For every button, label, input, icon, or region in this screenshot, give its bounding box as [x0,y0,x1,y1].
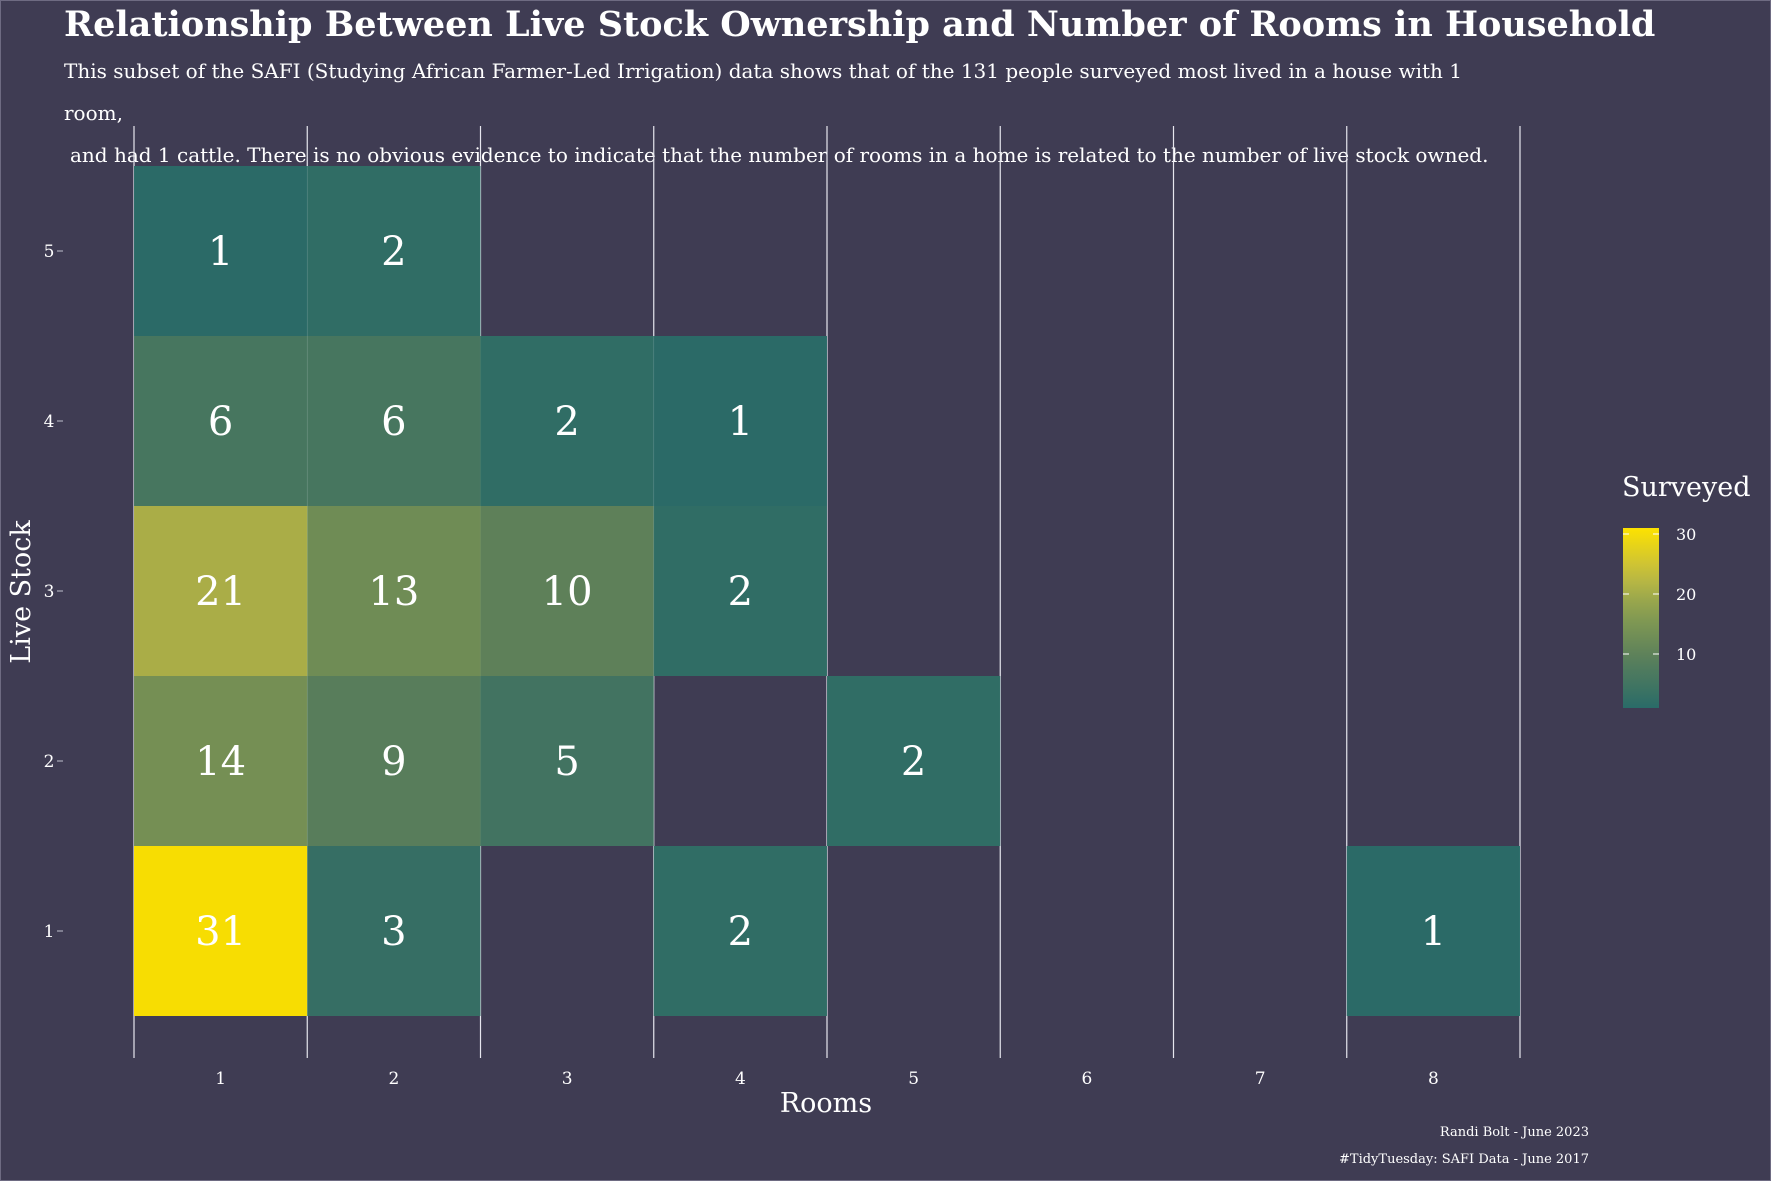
heatmap-cell-r2-l4 [307,336,481,506]
heatmap-cell-r3-l4 [480,336,654,506]
legend-color-bar [1623,528,1659,708]
cell-value-label: 10 [542,569,593,615]
chart-subtitle: This subset of the SAFI (Studying Africa… [64,50,1524,176]
x-tick-label: 1 [215,1069,226,1089]
y-tick-label: 1 [44,922,55,942]
caption-source: #TidyTuesday: SAFI Data - June 2017 [1339,1152,1589,1167]
cell-value-label: 9 [381,739,406,785]
heatmap-cell-r2-l1 [307,846,481,1016]
legend-tick-label: 30 [1676,525,1696,544]
cell-value-label: 5 [554,739,579,785]
heatmap-cell-r1-l4 [134,336,308,506]
cell-value-label: 2 [728,569,753,615]
heatmap-cell-r4-l3 [653,506,827,676]
heatmap-cell-r5-l2 [827,676,1001,846]
cell-value-label: 2 [728,909,753,955]
heatmap-cell-r2-l2 [307,676,481,846]
legend-title: Surveyed [1622,472,1751,503]
cell-value-label: 1 [1421,909,1446,955]
cell-value-label: 21 [195,569,246,615]
cell-value-label: 31 [195,909,246,955]
chart-title: Relationship Between Live Stock Ownershi… [64,4,1656,45]
heatmap-cell-r1-l5 [134,166,308,336]
y-tick-label: 4 [44,412,55,432]
cell-value-label: 3 [381,909,406,955]
cell-value-label: 13 [368,569,419,615]
heatmap-cell-r8-l1 [1346,846,1520,1016]
x-tick-label: 6 [1081,1069,1092,1089]
heatmap-cell-r1-l1 [134,846,308,1016]
heatmap-cell-r2-l5 [307,166,481,336]
y-tick-label: 5 [44,242,55,262]
cell-value-label: 2 [554,399,579,445]
x-tick-label: 4 [735,1069,746,1089]
cell-value-label: 6 [381,399,406,445]
y-tick-label: 2 [44,752,55,772]
cell-value-label: 2 [381,229,406,275]
cell-value-label: 1 [208,229,233,275]
x-tick-label: 2 [388,1069,399,1089]
heatmap-cell-r1-l2 [134,676,308,846]
heatmap-cell-r2-l3 [307,506,481,676]
subtitle-line-2: and had 1 cattle. There is no obvious ev… [70,143,1489,167]
heatmap-cell-r3-l2 [480,676,654,846]
heatmap-cell-r1-l3 [134,506,308,676]
cell-value-label: 14 [195,739,246,785]
x-axis-title: Rooms [780,1088,872,1119]
heatmap-cell-r4-l4 [653,336,827,506]
y-axis-title: Live Stock [6,520,37,664]
x-tick-label: 8 [1428,1069,1439,1089]
x-tick-label: 3 [562,1069,573,1089]
x-tick-label: 5 [908,1069,919,1089]
cell-value-label: 2 [901,739,926,785]
legend-tick-label: 10 [1676,645,1696,664]
cell-value-label: 6 [208,399,233,445]
subtitle-line-1: This subset of the SAFI (Studying Africa… [64,59,1463,125]
legend-tick-label: 20 [1676,585,1696,604]
heatmap-cell-r4-l1 [653,846,827,1016]
caption-author: Randi Bolt - June 2023 [1439,1125,1589,1140]
y-tick-label: 3 [44,582,55,602]
heatmap-cell-r3-l3 [480,506,654,676]
x-tick-label: 7 [1255,1069,1266,1089]
cell-value-label: 1 [728,399,753,445]
